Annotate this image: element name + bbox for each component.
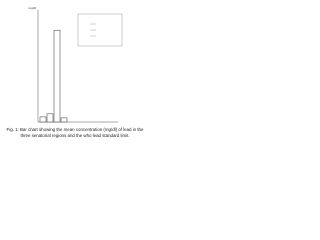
bar — [53, 29, 61, 123]
bar — [46, 113, 54, 123]
bar — [39, 116, 47, 123]
legend-box — [77, 13, 123, 47]
y-axis-label: mg/dl — [29, 6, 37, 10]
caption: Fig. 1: Bar chart showing the mean conce… — [6, 127, 144, 138]
bar — [60, 117, 68, 123]
figure: mg/dl Fig. 1: Bar chart showing the mean… — [0, 0, 150, 150]
chart: mg/dl — [29, 6, 123, 123]
